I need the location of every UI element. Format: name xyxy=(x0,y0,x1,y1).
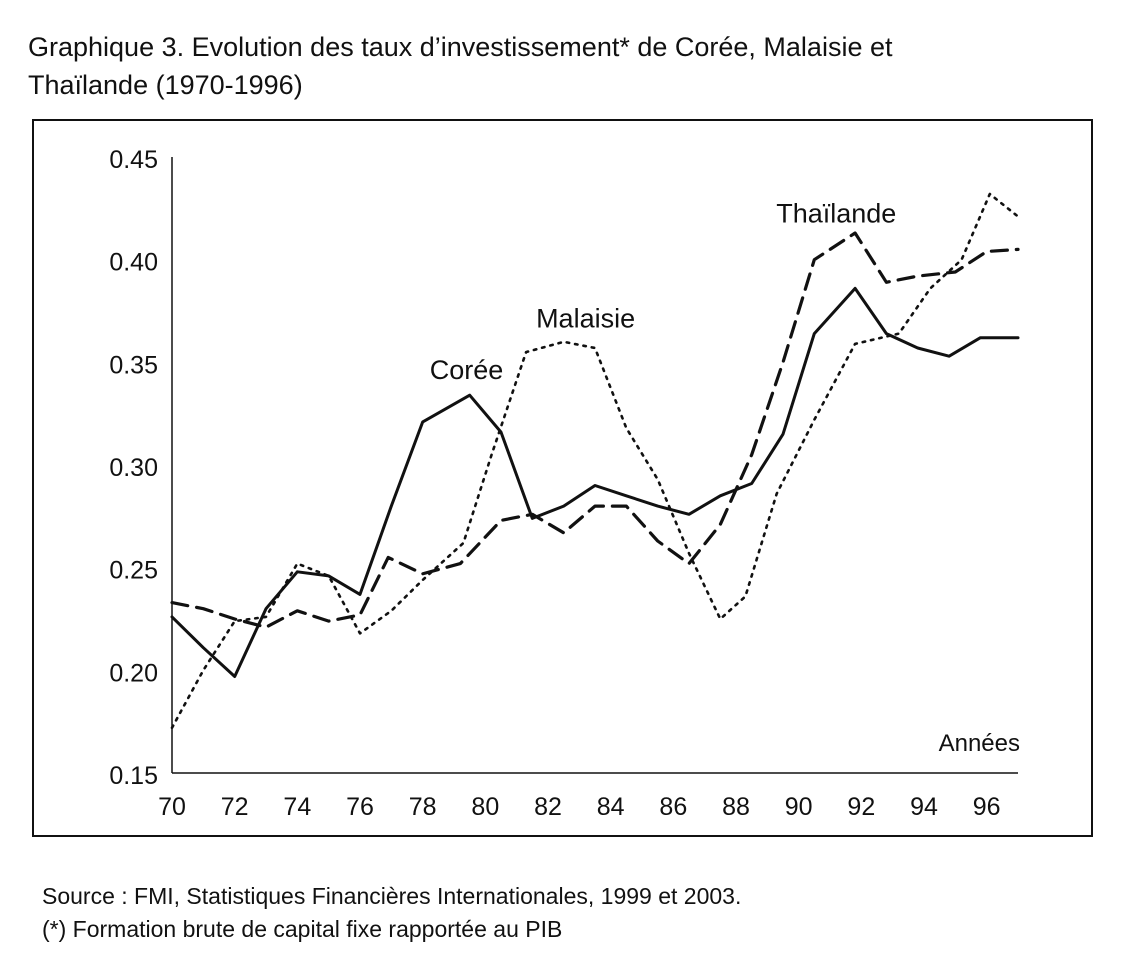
source-note: Source : FMI, Statistiques Financières I… xyxy=(42,883,742,909)
y-tick-label: 0.15 xyxy=(109,762,158,790)
x-tick-label: 84 xyxy=(597,793,625,821)
chart-title-line-1: Graphique 3. Evolution des taux d’invest… xyxy=(28,32,893,62)
x-tick-label: 88 xyxy=(722,793,750,821)
x-tick-label: 76 xyxy=(346,793,374,821)
y-tick-label: 0.40 xyxy=(109,249,158,277)
footnote: (*) Formation brute de capital fixe rapp… xyxy=(42,916,563,942)
x-tick-label: 78 xyxy=(409,793,437,821)
chart-title-line-2: Thaïlande (1970-1996) xyxy=(28,70,303,100)
chart-title: Graphique 3. Evolution des taux d’invest… xyxy=(28,28,1108,104)
x-tick-label: 82 xyxy=(534,793,562,821)
series-line-malaisie xyxy=(170,192,1020,730)
y-tick-label: 0.45 xyxy=(109,146,158,174)
x-tick-label: 94 xyxy=(910,793,938,821)
x-tick-label: 80 xyxy=(471,793,499,821)
x-tick-label: 72 xyxy=(221,793,249,821)
chart-frame xyxy=(32,119,1093,837)
x-tick-label: 92 xyxy=(847,793,875,821)
x-tick-label: 86 xyxy=(659,793,687,821)
x-tick-label: 90 xyxy=(785,793,813,821)
x-tick-label: 96 xyxy=(973,793,1001,821)
chart-notes: Source : FMI, Statistiques Financières I… xyxy=(42,880,741,946)
y-tick-label: 0.30 xyxy=(109,454,158,482)
x-tick-label: 74 xyxy=(283,793,311,821)
series-line-coree xyxy=(170,286,1020,678)
y-tick-label: 0.35 xyxy=(109,351,158,379)
series-label-coree: Corée xyxy=(430,355,504,385)
y-tick-label: 0.20 xyxy=(109,659,158,687)
x-tick-label: 70 xyxy=(158,793,186,821)
series-line-thailande xyxy=(170,231,1020,629)
series-label-thailande: Thaïlande xyxy=(776,199,896,229)
y-tick-label: 0.25 xyxy=(109,557,158,585)
x-axis-label: Années xyxy=(939,730,1020,757)
series-label-malaisie: Malaisie xyxy=(536,303,635,333)
